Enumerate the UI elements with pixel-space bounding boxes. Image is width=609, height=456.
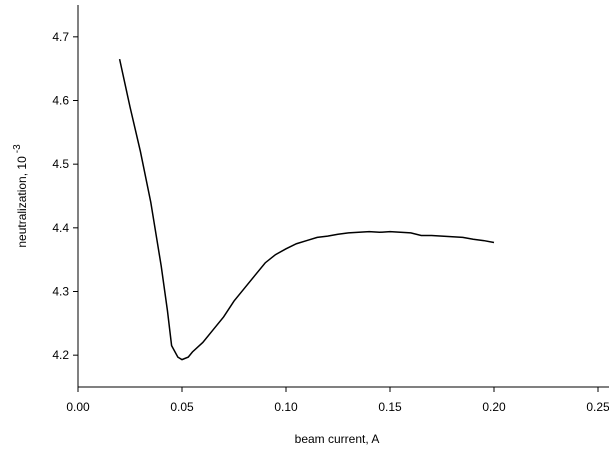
y-tick-label: 4.5 [52, 157, 69, 171]
x-tick-label: 0.00 [66, 400, 90, 414]
y-tick-label: 4.6 [52, 94, 69, 108]
x-tick-label: 0.15 [378, 400, 402, 414]
y-tick-label: 4.3 [52, 285, 69, 299]
x-tick-label: 0.05 [170, 400, 194, 414]
x-axis-title: beam current, A [295, 432, 380, 446]
data-line [118, 58, 495, 361]
y-axis-title: neutralization, 10 -3 [12, 144, 29, 248]
y-axis-title-exponent: -3 [12, 144, 23, 153]
y-axis-title-text: neutralization, 10 [15, 156, 29, 248]
y-tick-label: 4.2 [52, 348, 69, 362]
x-tick-label: 0.25 [586, 400, 609, 414]
y-tick-label: 4.4 [52, 221, 69, 235]
x-tick-label: 0.10 [274, 400, 298, 414]
x-tick-label: 0.20 [482, 400, 506, 414]
y-tick-label: 4.7 [52, 30, 69, 44]
